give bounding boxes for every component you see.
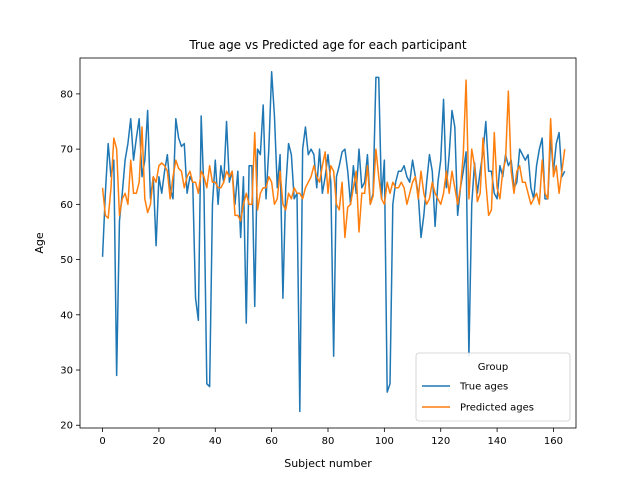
y-tick-label: 70 (60, 145, 73, 156)
x-tick-label: 120 (431, 436, 450, 447)
y-tick-label: 60 (60, 200, 73, 211)
legend: Group True ages Predicted ages (415, 352, 571, 422)
series-line-true-ages (101, 71, 566, 413)
legend-title: Group (478, 362, 508, 373)
x-tick-label: 40 (209, 436, 222, 447)
chart-title: True age vs Predicted age for each parti… (188, 38, 466, 52)
legend-entry-label: True ages (459, 382, 508, 393)
x-tick-label: 80 (322, 436, 335, 447)
x-tick-label: 160 (544, 436, 563, 447)
x-axis-label: Subject number (284, 457, 372, 470)
y-tick-label: 20 (60, 421, 73, 432)
legend-entry-label: Predicted ages (460, 403, 534, 414)
y-tick-label: 30 (60, 366, 73, 377)
y-axis-label: Age (33, 232, 46, 254)
series-layer (101, 71, 566, 413)
y-tick-label: 40 (60, 310, 73, 321)
x-axis: 0 20 40 60 80 100 120 140 160 (99, 428, 563, 447)
x-tick-label: 20 (153, 436, 166, 447)
y-axis: 20 30 40 50 60 70 80 (60, 89, 80, 432)
y-tick-label: 50 (60, 255, 73, 266)
x-tick-label: 140 (488, 436, 507, 447)
x-tick-label: 60 (265, 436, 278, 447)
x-tick-label: 0 (99, 436, 105, 447)
y-tick-label: 80 (60, 89, 73, 100)
x-tick-label: 100 (375, 436, 394, 447)
series-line-predicted-ages (101, 79, 566, 239)
legend-box (415, 352, 571, 422)
